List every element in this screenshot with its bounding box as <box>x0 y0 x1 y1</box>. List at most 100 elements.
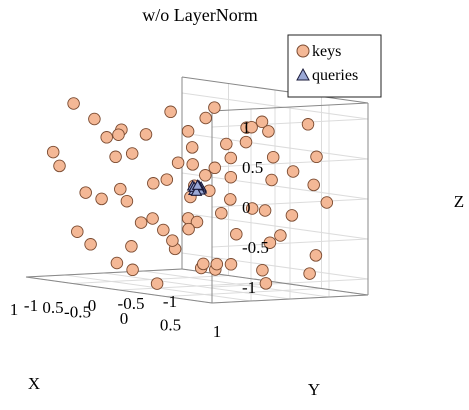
keys-point <box>186 158 199 171</box>
keys-point <box>112 128 125 141</box>
keys-point <box>220 137 233 151</box>
grid-line <box>72 275 229 284</box>
keys-point <box>182 222 195 236</box>
box-edge <box>25 276 213 304</box>
keys-point <box>301 118 315 131</box>
keys-point <box>309 249 323 262</box>
keys-point <box>114 182 127 196</box>
keys-point <box>109 150 122 164</box>
x-tick-label: -1 <box>163 292 177 311</box>
keys-point <box>185 141 199 154</box>
grid-line <box>181 212 369 240</box>
z-tick-label: 1 <box>242 118 251 137</box>
legend-queries-label: queries <box>312 67 358 84</box>
grid-line <box>181 172 369 200</box>
keys-point <box>286 165 300 178</box>
keys-point <box>166 234 179 247</box>
y-tick-label: 0 <box>120 309 129 328</box>
legend-keys-marker <box>296 44 310 58</box>
grid-line <box>211 278 369 288</box>
keys-point <box>255 115 269 129</box>
x-tick-label: 0 <box>88 296 97 315</box>
z-axis-label: Z <box>454 192 464 211</box>
grid-line <box>181 92 369 120</box>
x-tick-label: -0.5 <box>118 294 145 313</box>
keys-point <box>210 257 224 271</box>
keys-point <box>239 135 253 149</box>
keys-point <box>274 229 287 242</box>
y-tick-label: -1 <box>24 296 38 315</box>
y-tick-label: 0.5 <box>160 316 181 335</box>
grid-line <box>118 281 276 291</box>
keys-point <box>164 105 177 119</box>
keys-point <box>245 202 259 215</box>
box-edge <box>211 294 369 304</box>
z-tick-label: -0.5 <box>242 238 269 257</box>
keys-point <box>190 215 204 229</box>
keys-point <box>181 125 195 138</box>
keys-point <box>46 145 60 159</box>
keys-point <box>303 267 316 280</box>
keys-point <box>263 236 277 249</box>
x-axis-label: X <box>28 374 40 393</box>
keys-point <box>139 128 153 141</box>
keys-point <box>266 150 280 164</box>
grid-line <box>181 252 369 280</box>
keys-point <box>120 194 134 208</box>
keys-point <box>262 125 275 138</box>
legend: keys queries <box>287 34 382 98</box>
y-tick-label: -0.5 <box>64 303 91 322</box>
keys-point <box>199 169 212 182</box>
keys-point <box>310 150 323 164</box>
x-tick-label: 1 <box>10 300 19 319</box>
keys-point <box>230 227 243 241</box>
keys-point <box>84 238 97 251</box>
keys-point <box>146 212 159 225</box>
keys-point <box>224 258 238 271</box>
grid-line <box>211 158 369 168</box>
queries-point <box>191 179 204 190</box>
keys-point <box>171 156 185 169</box>
x-tick-label: 0.5 <box>42 298 63 317</box>
keys-point <box>245 120 258 134</box>
ticks-layer: -1-0.500.51 -1 -0.5 0 0.5 110.50-0.5-1 <box>10 118 269 341</box>
keys-point <box>125 240 138 253</box>
keys-point <box>150 277 164 290</box>
grid-line <box>211 198 369 208</box>
box-edge <box>25 268 183 278</box>
keys-point <box>307 178 320 192</box>
keys-point <box>224 151 238 165</box>
keys-point <box>208 101 221 114</box>
grid-line <box>211 238 369 248</box>
keys-point <box>285 209 299 222</box>
grid-line <box>211 118 369 128</box>
keys-point <box>71 225 84 238</box>
keys-point <box>256 263 269 277</box>
chart-title: w/o LayerNorm <box>142 5 257 25</box>
keys-point <box>197 257 210 271</box>
grid-line <box>165 288 322 297</box>
keys-point <box>110 256 124 270</box>
queries-point <box>190 185 203 196</box>
legend-keys-label: keys <box>312 43 341 60</box>
keys-point <box>134 216 148 229</box>
keys-point <box>258 204 272 217</box>
keys-point <box>320 196 334 209</box>
marks-layer <box>46 97 334 290</box>
y-axis-label: Y <box>308 380 320 399</box>
box-edge <box>181 76 369 104</box>
keys-point <box>265 173 278 187</box>
keys-point <box>67 97 80 110</box>
keys-point <box>208 161 222 175</box>
keys-point <box>100 131 113 144</box>
keys-point <box>224 193 237 206</box>
keys-point <box>88 112 101 126</box>
keys-point <box>126 263 139 277</box>
keys-point <box>199 111 212 125</box>
keys-point <box>53 159 66 173</box>
keys-point <box>224 170 238 184</box>
z-tick-label: -1 <box>242 278 256 297</box>
box-edge <box>211 102 369 112</box>
